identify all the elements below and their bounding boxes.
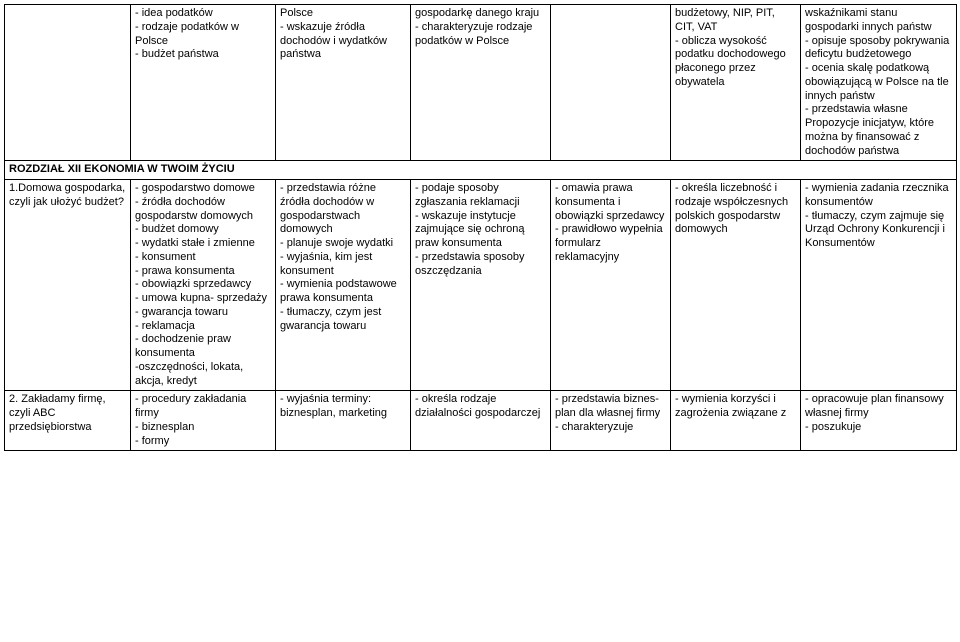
cell-excellent: - opracowuje plan finansowy własnej firm… [801,391,957,451]
table-row: - idea podatków- rodzaje podatków w Pols… [5,5,957,161]
section-heading-row: ROZDZIAŁ XII EKONOMIA W TWOIM ŻYCIU [5,161,957,180]
cell-mid: - omawia prawa konsumenta i obowiązki sp… [551,180,671,391]
cell-concepts: - gospodarstwo domowe- źródła dochodów g… [131,180,276,391]
cell-basic: - wyjaśnia terminy: biznesplan, marketin… [276,391,411,451]
cell-basic: Polsce- wskazuje źródła dochodów i wydat… [276,5,411,161]
cell-basic: - przedstawia różne źródła dochodów w go… [276,180,411,391]
cell-topic [5,5,131,161]
table-row: 1.Domowa gospodarka, czyli jak ułożyć bu… [5,180,957,391]
cell-extended: gospodarkę danego kraju- charakteryzuje … [411,5,551,161]
cell-topic: 2. Zakładamy firmę, czyli ABC przedsiębi… [5,391,131,451]
table-row: 2. Zakładamy firmę, czyli ABC przedsiębi… [5,391,957,451]
cell-high: - wymienia korzyści i zagrożenia związan… [671,391,801,451]
section-heading: ROZDZIAŁ XII EKONOMIA W TWOIM ŻYCIU [5,161,957,180]
cell-mid [551,5,671,161]
cell-mid: - przedstawia biznes-plan dla własnej fi… [551,391,671,451]
cell-topic: 1.Domowa gospodarka, czyli jak ułożyć bu… [5,180,131,391]
cell-concepts: - idea podatków- rodzaje podatków w Pols… [131,5,276,161]
cell-high: - określa liczebność i rodzaje współczes… [671,180,801,391]
curriculum-table: - idea podatków- rodzaje podatków w Pols… [4,4,957,451]
cell-high: budżetowy, NIP, PIT, CIT, VAT- oblicza w… [671,5,801,161]
cell-excellent: - wymienia zadania rzecznika konsumentów… [801,180,957,391]
cell-extended: - podaje sposoby zgłaszania reklamacji- … [411,180,551,391]
cell-excellent: wskaźnikami stanu gospodarki innych pańs… [801,5,957,161]
cell-extended: - określa rodzaje działalności gospodarc… [411,391,551,451]
cell-concepts: - procedury zakładania firmy- biznesplan… [131,391,276,451]
